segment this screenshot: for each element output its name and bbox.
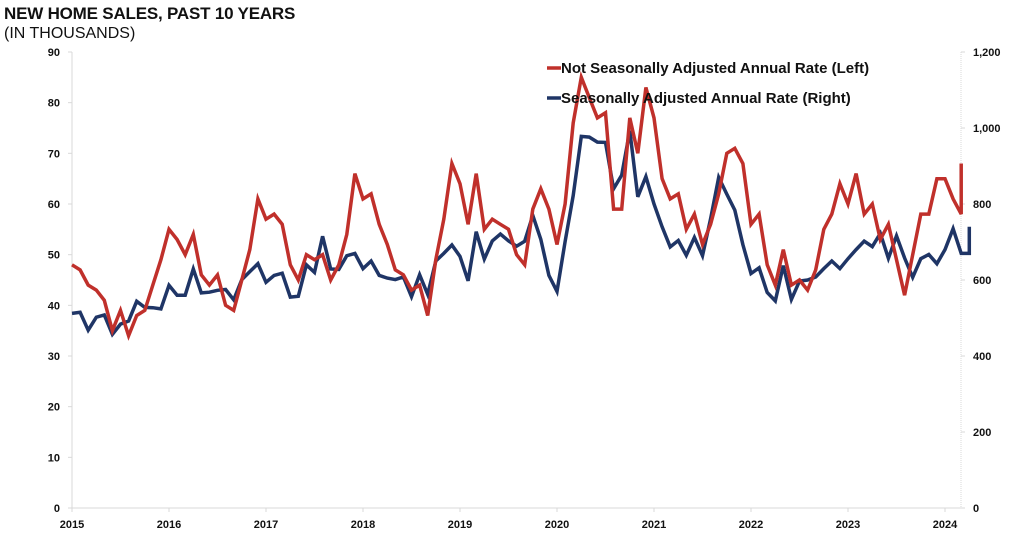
x-tick-label: 2017	[254, 519, 278, 531]
x-tick-label: 2024	[933, 519, 958, 531]
sa-series-line	[71, 130, 972, 338]
x-tick-label: 2018	[351, 519, 375, 531]
left-tick-label: 40	[48, 300, 60, 312]
x-tick-label: 2021	[642, 519, 666, 531]
nsa-series-line	[71, 70, 963, 341]
x-tick-label: 2015	[60, 519, 84, 531]
x-tick-label: 2020	[545, 519, 569, 531]
left-tick-label: 90	[48, 47, 60, 59]
left-tick-label: 80	[48, 98, 60, 110]
left-tick-label: 70	[48, 148, 60, 160]
chart-subtitle: (IN THOUSANDS)	[4, 25, 136, 42]
left-tick-label: 10	[48, 452, 60, 464]
left-tick-label: 60	[48, 199, 60, 211]
left-tick-label: 30	[48, 351, 60, 363]
chart-title: NEW HOME SALES, PAST 10 YEARS	[4, 4, 296, 23]
x-tick-label: 2022	[739, 519, 763, 531]
right-tick-label: 200	[973, 427, 991, 439]
left-tick-label: 50	[48, 250, 60, 262]
right-tick-label: 0	[973, 503, 979, 515]
x-tick-label: 2019	[448, 519, 472, 531]
right-tick-label: 1,000	[973, 123, 1001, 135]
left-tick-label: 20	[48, 402, 60, 414]
right-tick-label: 400	[973, 351, 991, 363]
right-tick-label: 600	[973, 275, 991, 287]
x-tick-label: 2023	[836, 519, 860, 531]
right-tick-label: 800	[973, 199, 991, 211]
legend-label: Not Seasonally Adjusted Annual Rate (Lef…	[561, 60, 869, 77]
legend-label: Seasonally Adjusted Annual Rate (Right)	[561, 90, 851, 107]
left-tick-label: 0	[54, 503, 60, 515]
x-tick-label: 2016	[157, 519, 181, 531]
right-tick-label: 1,200	[973, 47, 1001, 59]
